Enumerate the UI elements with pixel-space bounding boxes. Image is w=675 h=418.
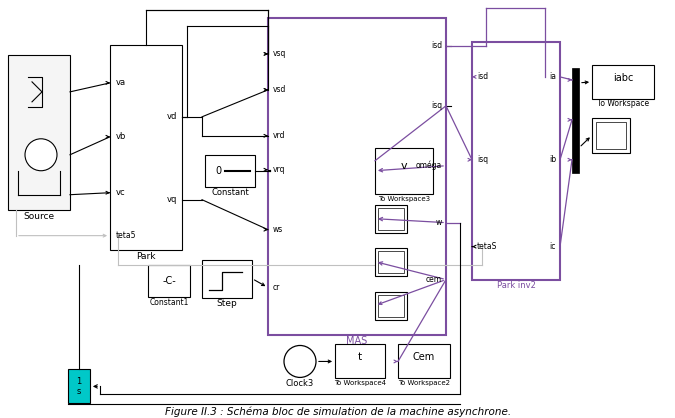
Text: 1
s: 1 s <box>76 377 82 396</box>
Text: vsq: vsq <box>273 49 286 59</box>
Text: Constant: Constant <box>211 188 249 197</box>
Text: vc: vc <box>116 188 126 197</box>
Bar <box>398 344 450 378</box>
Bar <box>205 155 255 187</box>
Text: vrq: vrq <box>273 165 286 174</box>
Text: To Workspace4: To Workspace4 <box>334 380 386 386</box>
Text: vd: vd <box>167 112 177 121</box>
Text: To Workspace3: To Workspace3 <box>378 196 430 202</box>
Bar <box>68 370 90 403</box>
Text: teta5: teta5 <box>116 231 136 240</box>
Text: oméga: oméga <box>416 161 442 171</box>
Bar <box>375 247 407 275</box>
Bar <box>8 55 70 210</box>
Text: vq: vq <box>167 195 177 204</box>
Text: vsd: vsd <box>273 85 286 94</box>
Bar <box>268 18 446 336</box>
Text: Park: Park <box>136 252 156 261</box>
Bar <box>110 45 182 250</box>
Bar <box>378 208 404 229</box>
Text: Cem: Cem <box>413 352 435 362</box>
Bar <box>375 148 433 194</box>
Text: Constant1: Constant1 <box>149 298 189 307</box>
Text: MAS: MAS <box>346 336 368 347</box>
Bar <box>596 122 626 149</box>
Text: cem: cem <box>426 275 442 284</box>
Text: ws: ws <box>273 225 284 234</box>
Text: w: w <box>436 218 442 227</box>
Text: isq: isq <box>431 101 442 110</box>
Bar <box>378 295 404 316</box>
Text: ic: ic <box>549 242 556 251</box>
Bar <box>592 118 630 153</box>
Text: Park inv2: Park inv2 <box>497 281 535 290</box>
Text: To Workspace: To Workspace <box>597 99 649 108</box>
Text: isd: isd <box>477 72 488 82</box>
Text: isq: isq <box>477 155 488 164</box>
Bar <box>148 265 190 296</box>
Text: tetaS: tetaS <box>477 242 497 251</box>
Text: iabc: iabc <box>613 73 633 83</box>
Text: vrd: vrd <box>273 131 286 140</box>
Bar <box>378 251 404 273</box>
Text: cr: cr <box>273 283 280 292</box>
Text: Step: Step <box>217 299 238 308</box>
Text: ia: ia <box>549 72 556 82</box>
Text: v: v <box>401 161 407 171</box>
Text: t: t <box>358 352 362 362</box>
Text: Source: Source <box>24 212 55 221</box>
Text: va: va <box>116 78 126 87</box>
Bar <box>335 344 385 378</box>
Bar <box>375 292 407 319</box>
Text: ib: ib <box>549 155 556 164</box>
Bar <box>592 65 654 99</box>
Text: -C-: -C- <box>162 275 176 285</box>
Text: 0: 0 <box>215 166 221 176</box>
Bar <box>202 260 252 298</box>
Circle shape <box>25 139 57 171</box>
Bar <box>472 42 560 280</box>
Text: isd: isd <box>431 41 442 51</box>
Bar <box>375 205 407 233</box>
Text: vb: vb <box>116 132 126 141</box>
Bar <box>572 68 579 173</box>
Circle shape <box>284 346 316 377</box>
Text: Clock3: Clock3 <box>286 379 314 388</box>
Text: To Workspace2: To Workspace2 <box>398 380 450 386</box>
Text: Figure II.3 : Schéma bloc de simulation de la machine asynchrone.: Figure II.3 : Schéma bloc de simulation … <box>165 406 511 417</box>
